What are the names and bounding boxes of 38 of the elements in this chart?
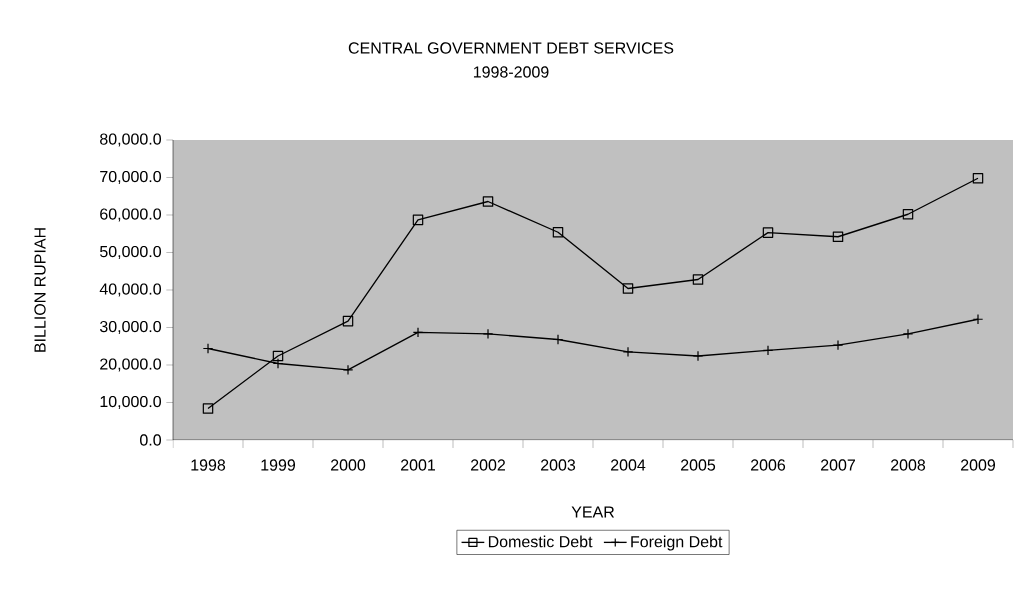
x-tick-label: 2004 bbox=[611, 459, 646, 471]
y-tick-label: 20,000.0 bbox=[100, 358, 162, 372]
point bbox=[622, 283, 634, 294]
x-tick-label: 2002 bbox=[471, 459, 505, 471]
x-tick-label: 2008 bbox=[891, 459, 926, 471]
x-axis-title: YEAR bbox=[571, 506, 615, 518]
point bbox=[482, 196, 494, 207]
point bbox=[762, 227, 774, 238]
point bbox=[202, 403, 214, 414]
y-tick-label: 50,000.0 bbox=[100, 245, 162, 260]
point bbox=[972, 172, 984, 184]
x-tick-label: 2005 bbox=[681, 459, 716, 471]
y-tick-label: 80,000.0 bbox=[100, 133, 162, 147]
point bbox=[412, 214, 424, 226]
x-tick-label: 2000 bbox=[331, 459, 366, 471]
x-tick-label: 2003 bbox=[541, 459, 576, 471]
x-tick-label: 2009 bbox=[961, 459, 996, 471]
y-tick-label: 0.0 bbox=[140, 434, 162, 446]
x-tick-label: 2006 bbox=[751, 459, 786, 471]
y-tick-label: 40,000.0 bbox=[99, 283, 162, 297]
point bbox=[552, 226, 564, 238]
x-tick-label: 2001 bbox=[401, 459, 436, 471]
legend-label: Domestic Debt bbox=[488, 535, 593, 548]
chart-title: CENTRAL GOVERNMENT DEBT SERVICES bbox=[348, 42, 674, 54]
x-tick-label: 2007 bbox=[821, 459, 855, 471]
y-tick-label: 10,000.0 bbox=[100, 395, 162, 410]
y-tick-label: 60,000.0 bbox=[100, 208, 162, 222]
x-tick-label: 1998 bbox=[191, 459, 226, 471]
point bbox=[832, 231, 844, 243]
y-axis-title: BILLION RUPIAH bbox=[34, 228, 46, 352]
legend-label: Foreign Debt bbox=[631, 535, 723, 551]
point bbox=[342, 315, 354, 327]
chart-subtitle: 1998-2009 bbox=[473, 66, 549, 78]
point bbox=[902, 208, 914, 220]
point bbox=[692, 274, 704, 285]
y-tick-label: 30,000.0 bbox=[99, 320, 162, 335]
x-tick-label: 1999 bbox=[261, 459, 296, 471]
y-tick-label: 70,000.0 bbox=[100, 170, 162, 185]
